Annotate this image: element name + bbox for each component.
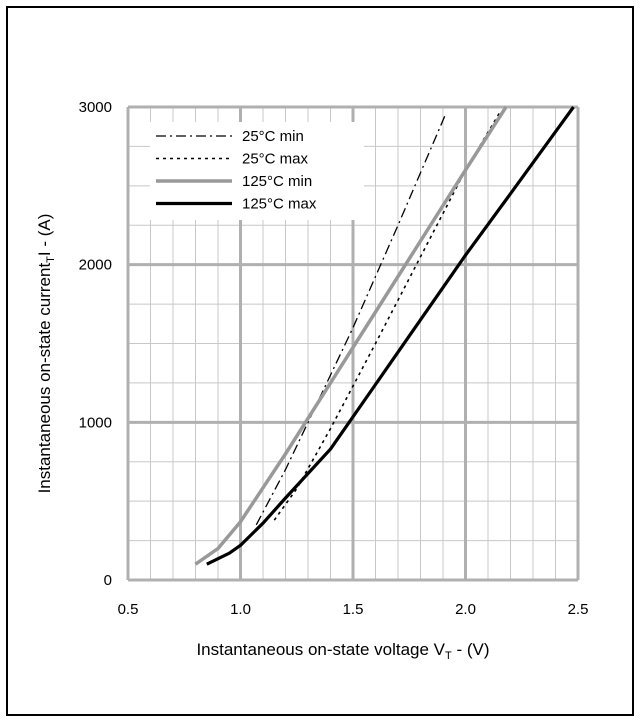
x-tick-label: 2.5 [568,601,589,618]
chart-frame [6,6,634,716]
legend-label-4: 125°C max [242,196,317,213]
y-tick-label: 1000 [79,414,112,431]
y-tick-label: 2000 [79,257,112,274]
x-tick-labels: 0.5 1.0 1.5 2.0 2.5 [118,601,589,618]
legend-label-2: 25°C max [242,151,309,168]
x-tick-label: 0.5 [118,601,139,618]
x-tick-label: 1.0 [230,601,251,618]
y-tick-label: 0 [104,572,112,589]
series-line-4 [206,106,575,566]
y-axis-label-unit: - (A) [35,214,54,252]
x-tick-label: 2.0 [455,601,476,618]
legend-label-1: 25°C min [242,128,304,145]
major-grid [126,105,580,582]
y-axis-label: Instantaneous on-state currentTI - (A) [35,214,57,494]
x-axis-label: Instantaneous on-state voltage VT - (V) [196,640,489,662]
x-axis-label-sub: T [445,650,452,662]
legend-label-3: 125°C min [242,173,312,190]
series-line-1 [255,114,446,526]
series-layer [194,106,575,566]
y-tick-labels: 0 1000 2000 3000 [79,99,112,589]
y-axis-label-main: Instantaneous on-state current [35,263,54,494]
x-axis-label-main: Instantaneous on-state voltage V [196,640,445,659]
legend: 25°C min 25°C max 125°C min 125°C max [150,122,364,220]
y-tick-label: 3000 [79,99,112,116]
x-axis-label-unit: - (V) [452,640,490,659]
series-line-3 [194,106,508,566]
y-axis-label-mid: I [35,251,54,256]
x-tick-label: 1.5 [343,601,364,618]
y-axis-label-sub: T [45,256,57,263]
